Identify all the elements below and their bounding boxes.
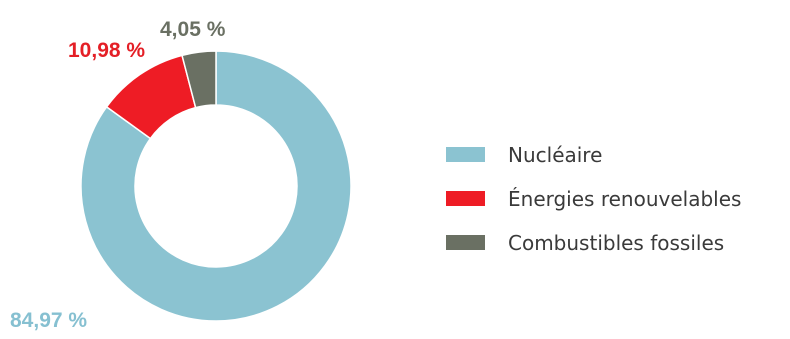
legend-swatch-nucleaire [446, 147, 485, 162]
legend-label-nucleaire: Nucléaire [508, 142, 603, 167]
slice-nucleaire [80, 50, 352, 322]
value-label-combustibles-fossiles: 4,05 % [160, 18, 226, 41]
legend-item-nucleaire: Nucléaire [446, 139, 741, 170]
legend-item-combustibles-fossiles: Combustibles fossiles [446, 227, 741, 258]
legend-label-combustibles-fossiles: Combustibles fossiles [508, 230, 725, 255]
legend-item-energies-renouvelables: Énergies renouvelables [446, 183, 741, 214]
value-label-energies-renouvelables: 10,98 % [68, 39, 145, 62]
slice-labels: 84,97 % 10,98 % 4,05 % [10, 18, 226, 332]
slice-combustibles-fossiles [181, 50, 217, 109]
donut-slices [80, 50, 352, 322]
value-label-nucleaire: 84,97 % [10, 309, 87, 332]
legend-swatch-combustibles-fossiles [446, 235, 485, 250]
legend: Nucléaire Énergies renouvelables Combust… [446, 139, 741, 258]
legend-swatch-energies-renouvelables [446, 191, 485, 206]
legend-label-energies-renouvelables: Énergies renouvelables [508, 186, 742, 211]
